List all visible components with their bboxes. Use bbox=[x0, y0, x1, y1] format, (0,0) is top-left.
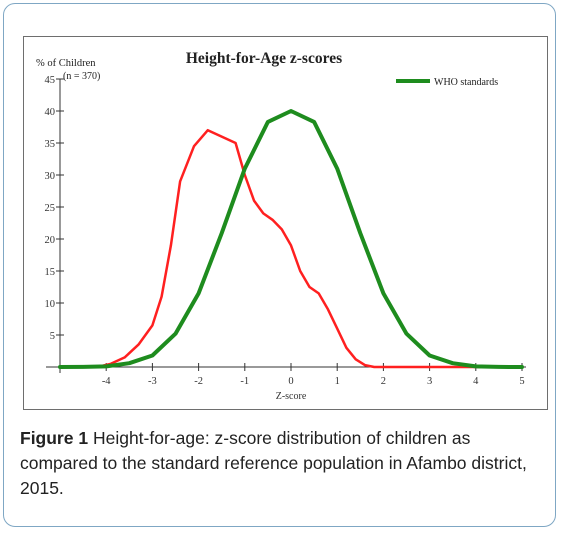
x-tick-label: -4 bbox=[102, 376, 111, 387]
x-tick-label: -1 bbox=[240, 376, 249, 387]
figure-caption-text: Height-for-age: z-score distribution of … bbox=[20, 428, 527, 498]
figure-caption: Figure 1 Height-for-age: z-score distrib… bbox=[20, 426, 550, 501]
figure-card: Height-for-Age z-scores % of Children (n =… bbox=[3, 3, 556, 527]
chart-title: Height-for-Age z-scores bbox=[186, 50, 342, 67]
y-tick-label: 35 bbox=[45, 139, 56, 150]
x-tick-label: 3 bbox=[427, 376, 432, 387]
figure-label: Figure 1 bbox=[20, 428, 89, 448]
series-line-who-standards bbox=[58, 109, 524, 369]
chart-frame: Height-for-Age z-scores % of Children (n =… bbox=[23, 36, 548, 410]
y-tick-label: 10 bbox=[45, 299, 56, 310]
y-tick-label: 30 bbox=[45, 171, 56, 182]
y-axis-sublabel: (n = 370) bbox=[63, 71, 100, 82]
x-tick-label: 1 bbox=[335, 376, 340, 387]
height-for-age-chart: Height-for-Age z-scores % of Children (n =… bbox=[36, 50, 526, 402]
y-tick-label: 15 bbox=[45, 267, 56, 278]
y-axis-label: % of Children bbox=[36, 58, 96, 69]
y-tick-label: 5 bbox=[50, 331, 55, 342]
legend-label: WHO standards bbox=[434, 77, 498, 88]
x-tick-label: 5 bbox=[519, 376, 524, 387]
y-tick-label: 40 bbox=[45, 107, 56, 118]
series-line-children bbox=[58, 128, 524, 369]
y-tick-label: 20 bbox=[45, 235, 56, 246]
x-tick-label: 0 bbox=[288, 376, 293, 387]
x-tick-label: -3 bbox=[148, 376, 157, 387]
x-tick-label: 4 bbox=[473, 376, 479, 387]
x-tick-label: -2 bbox=[194, 376, 203, 387]
x-axis-label: Z-score bbox=[276, 391, 307, 402]
y-tick-label: 25 bbox=[45, 203, 56, 214]
y-tick-label: 45 bbox=[45, 75, 56, 86]
x-tick-label: 2 bbox=[381, 376, 386, 387]
